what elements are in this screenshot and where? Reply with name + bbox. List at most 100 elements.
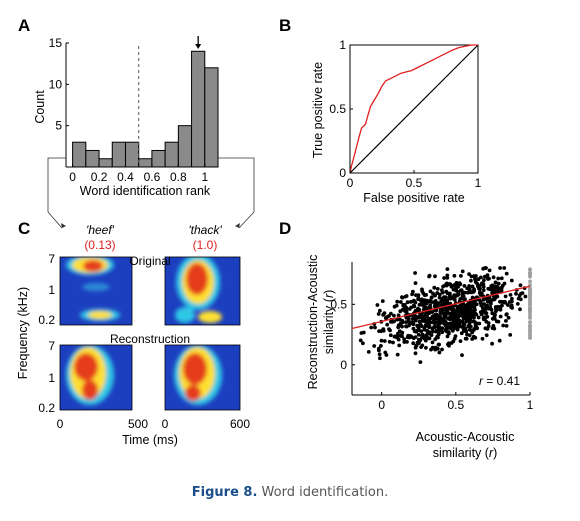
scatter-point <box>361 330 366 335</box>
roc-xlabel: False positive rate <box>363 191 464 205</box>
scatter-point <box>434 308 439 313</box>
scatter-point <box>405 300 410 305</box>
connector-right <box>218 157 255 229</box>
word-score-thack: (1.0) <box>193 238 218 252</box>
scatter-point <box>493 309 498 314</box>
scatter-point <box>421 291 426 296</box>
scatter-point <box>396 331 400 336</box>
scatter-point <box>430 345 435 350</box>
connector-right-arrow <box>235 223 240 228</box>
spectrogram-y-tick-label: 1 <box>48 283 55 297</box>
scatter-point <box>391 319 396 324</box>
scatter-point <box>473 311 478 316</box>
energy-blue <box>82 283 110 291</box>
scatter-point <box>439 303 443 307</box>
scatter-point <box>378 308 382 313</box>
spectrogram-y-tick-label: 1 <box>48 371 55 385</box>
scatter-point <box>402 340 407 344</box>
scatter-point <box>488 300 493 304</box>
scatter-point <box>470 309 475 314</box>
scatter-point <box>499 276 504 281</box>
scatter-point <box>457 281 462 286</box>
scatter-point <box>380 299 385 303</box>
scatter-point <box>451 287 456 292</box>
scatter-point <box>463 313 468 317</box>
histogram-bar <box>72 141 87 168</box>
scatter-point <box>467 321 472 326</box>
spectrogram-frame <box>59 256 133 326</box>
scatter-point <box>434 328 439 333</box>
spectrogram-y-tick-label: 0.2 <box>38 401 55 415</box>
scatter-point <box>463 326 468 331</box>
scatter-point <box>440 299 445 304</box>
scatter-point <box>392 334 397 339</box>
histogram-bar <box>151 149 166 168</box>
scatter-point <box>411 289 415 294</box>
scatter-point <box>424 345 428 350</box>
scatter-point <box>430 326 435 331</box>
scatter-point <box>449 323 454 327</box>
scatter-point <box>479 303 484 308</box>
histogram-bar <box>204 67 219 168</box>
scatter-point <box>409 305 414 310</box>
scatter-point <box>446 326 451 330</box>
scatter-point <box>490 326 495 330</box>
scatter-point <box>403 309 407 313</box>
scatter-point <box>463 297 467 302</box>
scatter-point <box>483 315 487 319</box>
row-title-original: Original <box>129 254 170 268</box>
scatter-point <box>461 316 466 321</box>
panel-label-a: A <box>18 16 30 35</box>
scatter-point <box>478 300 483 305</box>
scatter-point <box>484 266 488 270</box>
scatter-point <box>453 319 458 323</box>
scatter-point <box>412 304 417 309</box>
scatter-point <box>416 328 421 333</box>
spectrogram-energy <box>174 345 222 405</box>
scatter-point <box>510 296 514 301</box>
scatter-y-tick-label: 0.5 <box>330 297 347 311</box>
scatter-point <box>517 293 522 298</box>
scatter-point <box>404 320 408 324</box>
scatter-point <box>482 302 487 306</box>
spectrogram-y-tick-label: 0.2 <box>38 313 55 327</box>
scatter-point <box>440 288 444 293</box>
scatter-point <box>504 324 509 328</box>
scatter-point <box>384 316 389 320</box>
scatter-point <box>419 297 424 302</box>
scatter-point <box>378 356 382 361</box>
scatter-point <box>440 347 444 352</box>
scatter-point <box>452 273 457 278</box>
energy-red <box>186 263 208 295</box>
scatter-point <box>395 334 400 339</box>
row-title-reconstruction: Reconstruction <box>110 332 190 346</box>
scatter-fit-line <box>351 285 531 330</box>
spectrogram-heef-rec <box>60 345 132 410</box>
scatter-point <box>472 315 476 320</box>
scatter-point <box>489 284 494 289</box>
histogram-x-tick-label: 0.2 <box>91 170 108 184</box>
scatter-point <box>379 338 384 343</box>
scatter-annotation: r = 0.41 <box>479 374 520 388</box>
word-label-thack: 'thack' <box>188 223 222 237</box>
scatter-point <box>518 307 522 312</box>
scatter-point <box>452 326 456 331</box>
panel-label-d: D <box>279 219 291 238</box>
spectrogram-thack-orig <box>165 257 240 325</box>
histogram-bar <box>111 141 126 168</box>
scatter-point <box>459 274 463 278</box>
spectrogram-thack-rec <box>165 345 240 410</box>
scatter-point <box>506 315 511 320</box>
scatter-point <box>447 292 452 297</box>
energy-red <box>74 353 98 381</box>
scatter-point <box>459 288 463 293</box>
scatter-point <box>469 278 473 283</box>
histogram-bar <box>98 158 113 168</box>
scatter-x-tick-label: 0.5 <box>447 398 464 412</box>
scatter-point <box>493 280 498 285</box>
scatter-point <box>413 318 418 323</box>
scatter-point <box>504 312 509 317</box>
spectrogram-heef-orig <box>60 257 132 325</box>
